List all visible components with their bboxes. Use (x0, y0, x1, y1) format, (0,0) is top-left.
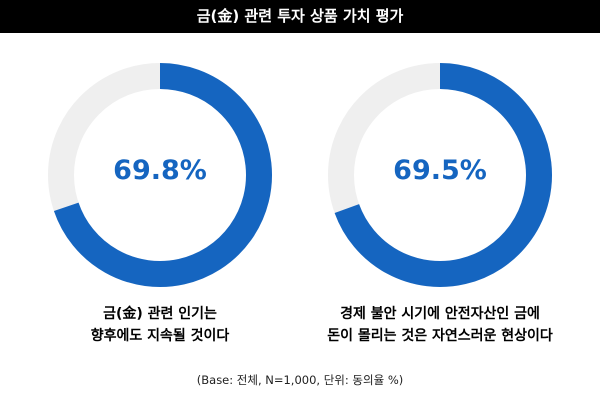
donut-value-arc (53, 63, 272, 287)
caption-1: 금(金) 관련 인기는 향후에도 지속될 것이다 (20, 303, 300, 347)
caption-2-line-2: 돈이 몰리는 것은 자연스러운 현상이다 (327, 328, 553, 344)
donut-value-label-2: 69.5% (393, 155, 487, 186)
caption-2-line-1: 경제 불안 시기에 안전자산인 금에 (340, 306, 540, 322)
caption-1-line-1: 금(金) 관련 인기는 (103, 306, 217, 322)
donut-value-arc (334, 63, 552, 287)
caption-1-line-2: 향후에도 지속될 것이다 (90, 328, 230, 344)
donut-svg-2 (328, 63, 552, 287)
donut-chart-1: 69.8% (40, 55, 280, 295)
caption-2: 경제 불안 시기에 안전자산인 금에 돈이 몰리는 것은 자연스러운 현상이다 (300, 303, 580, 347)
donut-svg-1 (48, 63, 272, 287)
donut-value-label-1: 69.8% (113, 155, 207, 186)
donut-chart-2: 69.5% (320, 55, 560, 295)
base-note: (Base: 전체, N=1,000, 단위: 동의율 %) (196, 373, 404, 387)
chart-title: 금(金) 관련 투자 상품 가치 평가 (0, 0, 600, 33)
